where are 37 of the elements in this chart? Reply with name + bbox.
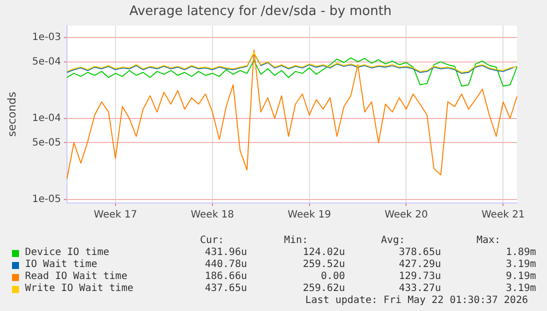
x-tick-label: Week 18 — [190, 210, 234, 221]
text: 1.89m — [504, 247, 536, 259]
chart-title: Average latency for /dev/sda - by month — [129, 4, 392, 20]
legend-label: Read IO Wait time — [25, 271, 128, 283]
y-axis-title: seconds — [5, 92, 18, 137]
text: Max: — [475, 235, 502, 247]
x-tick-label: Week 21 — [482, 210, 525, 221]
text: Cur: — [198, 235, 226, 247]
y-tick-label: 1e-05 — [32, 194, 61, 205]
legend-label: Device IO time — [25, 247, 110, 259]
text: 9.19m — [504, 271, 536, 283]
text: 129.73u — [398, 271, 441, 283]
text: 378.65u — [398, 247, 441, 259]
x-tick-label: Week 19 — [288, 210, 331, 221]
legend-label: Write IO Wait time — [25, 283, 134, 295]
text: Last update: Fri May 22 01:30:37 2026 — [304, 295, 529, 307]
y-tick-label: 5e-04 — [32, 56, 61, 68]
x-tick-label: Week 20 — [384, 210, 428, 221]
text: 186.66u — [204, 271, 247, 283]
text: 259.62u — [302, 283, 345, 295]
y-tick-label: 5e-05 — [32, 137, 61, 148]
text: 3.19m — [504, 259, 536, 271]
text: 3.19m — [504, 283, 536, 295]
legend-label: IO Wait time — [25, 259, 98, 271]
text: 433.27u — [398, 283, 441, 295]
text: 431.96u — [204, 247, 247, 259]
y-tick-label: 1e-04 — [32, 112, 61, 124]
text: Min: — [282, 235, 310, 247]
text: Avg: — [380, 235, 406, 247]
text: 427.29u — [398, 259, 441, 271]
x-tick-label: Week 17 — [94, 210, 138, 221]
y-tick-label: 1e-03 — [32, 32, 61, 44]
text: 440.78u — [204, 259, 247, 271]
text: 0.00 — [320, 271, 345, 283]
text: 259.52u — [302, 259, 345, 271]
text: 437.65u — [204, 283, 247, 295]
text: 124.02u — [302, 247, 345, 259]
